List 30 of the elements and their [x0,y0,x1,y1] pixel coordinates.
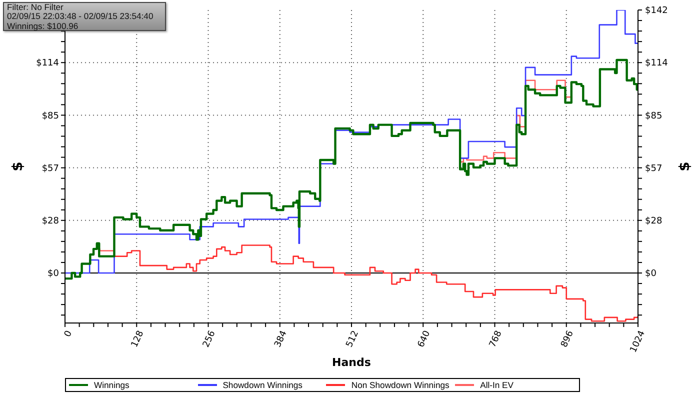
y-tick-label: $0 [48,269,60,280]
x-tick-label: 384 [273,329,290,350]
legend-label: Showdown Winnings [222,380,302,390]
legend-label: Non Showdown Winnings [351,380,450,390]
y2-tick-label: $57 [645,164,662,174]
y-tick-label: $85 [42,111,59,122]
x-tick-label: 256 [201,329,218,350]
info-box: Filter: No Filter 02/09/15 22:03:48 - 02/09/15 23:54:40 Winnings: $100.96 [3,2,166,31]
x-tick-label: 1024 [628,329,648,354]
y-axis-title: $ [10,162,26,172]
y2-axis-title: $ [676,162,693,172]
x-axis-title: Hands [332,356,372,369]
x-tick-label: 896 [560,329,576,350]
y2-tick-label: $142 [645,6,668,16]
x-tick-label: 0 [63,329,75,339]
y2-tick-label: $85 [645,111,662,122]
y2-tick-label: $28 [645,216,662,227]
annotation: Winnings: $100.96 [7,20,80,31]
x-tick-label: 768 [488,329,504,350]
legend-label: All-In EV [480,380,514,390]
y2-tick-label: $114 [645,58,668,69]
y-tick-label: $28 [42,216,60,227]
legend-label: Winnings [94,380,130,390]
x-tick-label: 128 [130,329,146,350]
y-tick-label: $114 [36,58,60,69]
y-tick-label: $57 [42,164,59,174]
x-tick-label: 640 [416,329,433,350]
annotation: 02/09/15 22:03:48 - 02/09/15 23:54:40 [7,11,154,22]
y2-tick-label: $0 [645,269,657,280]
x-tick-label: 512 [344,329,362,350]
